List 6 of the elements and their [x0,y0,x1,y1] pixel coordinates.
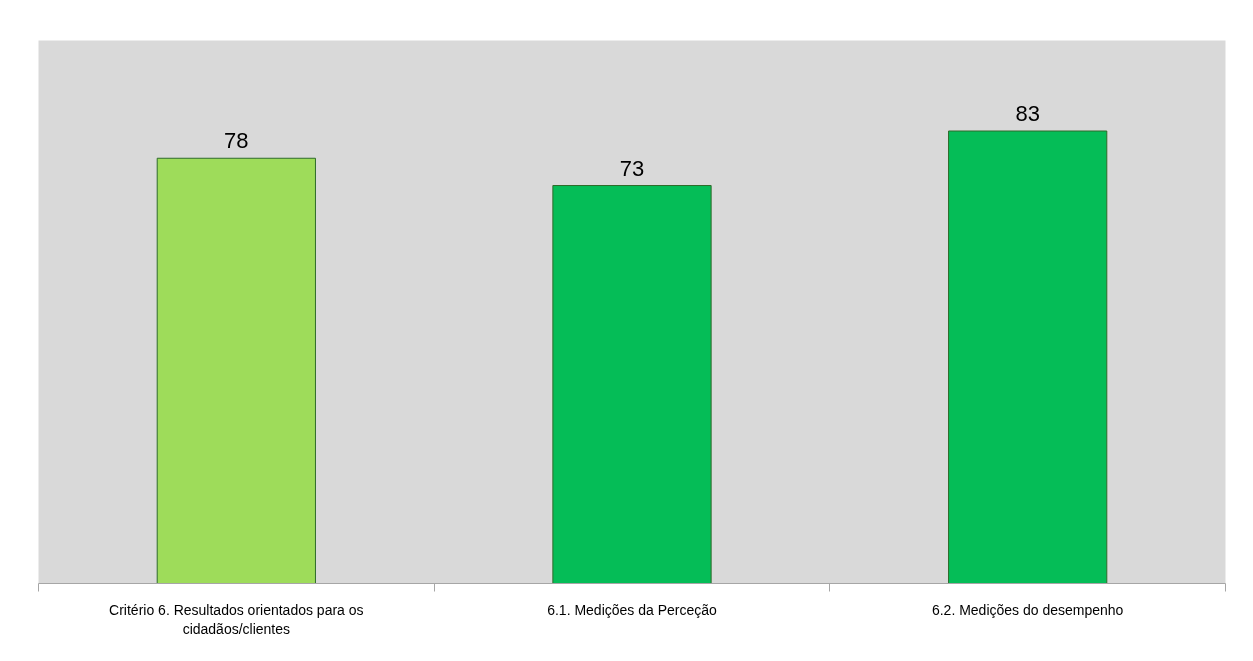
data-label: 73 [619,155,645,181]
x-tick-label: 6.2. Medições do desempenho [931,601,1124,618]
x-tick-label: Critério 6. Resultados orientados para os cidadãos/clientes [109,601,364,637]
data-label: 78 [224,128,249,154]
x-tick-label: 6.1. Medições da Perceção [547,601,718,618]
data-label: 83 [1015,101,1040,126]
